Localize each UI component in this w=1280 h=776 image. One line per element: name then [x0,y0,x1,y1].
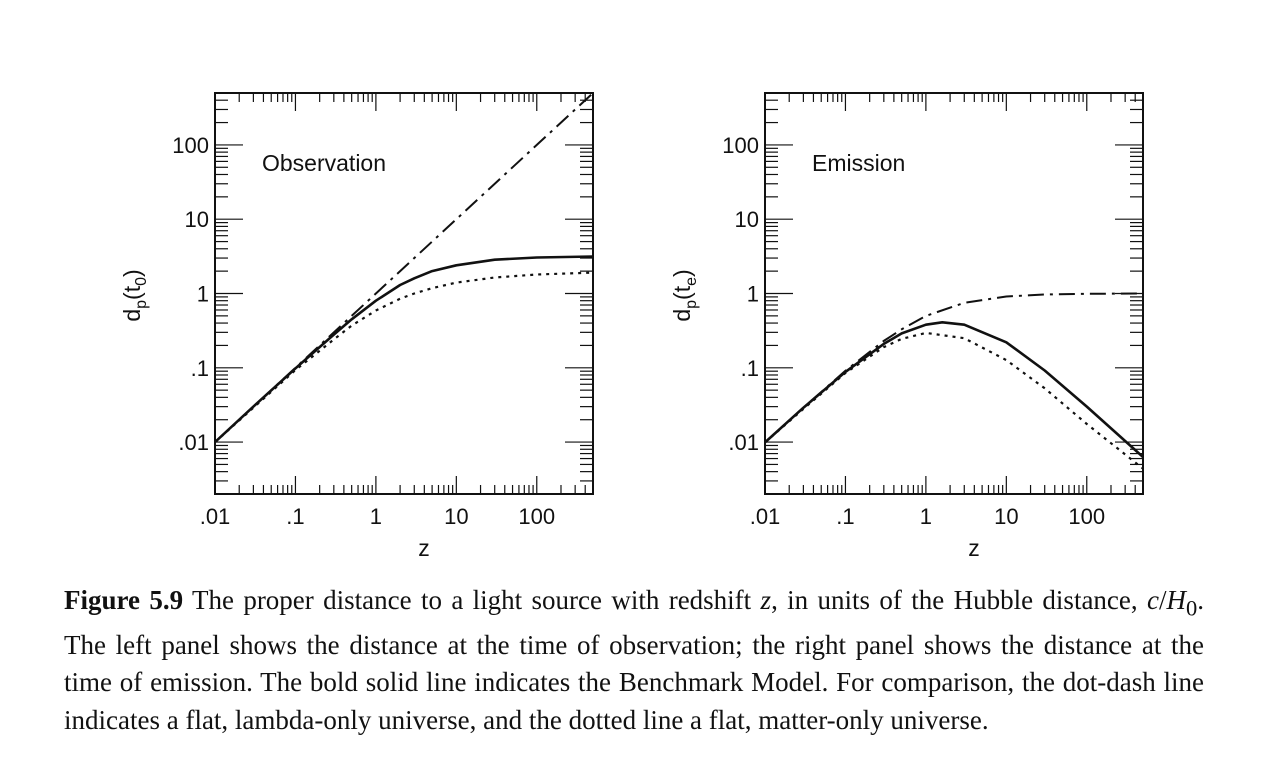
x-tick-label: .01 [200,504,231,529]
y-tick-label: 1 [747,282,759,307]
y-tick-label: 10 [735,207,759,232]
curves [215,93,593,444]
y-axis-label: dp(te) [669,269,700,321]
x-axis-label: z [418,535,430,560]
caption-var-c: c [1147,585,1159,615]
caption-slash: / [1159,585,1167,615]
x-tick-label: 100 [1068,504,1105,529]
y-tick-label: .1 [741,356,759,381]
x-tick-label: 1 [370,504,382,529]
y-tick-label: 100 [172,133,209,158]
figure-plots: .01 .1 1 10 100 .01 .1 1 10 100 z dp(t0) Observation… [119,92,1144,560]
tick-marks [214,92,594,495]
series-line-dotted [215,271,593,443]
y-tick-label: 10 [185,207,209,232]
y-axis-label: dp(t0) [119,269,150,321]
y-tick-label: .01 [178,430,209,455]
x-tick-label: 1 [920,504,932,529]
y-tick-label: .1 [191,356,209,381]
panel-label: Observation [262,150,386,176]
x-tick-label: 10 [444,504,468,529]
caption-var-h-sub: 0 [1186,595,1198,621]
series-line-dotted [765,331,1143,470]
curves [765,292,1143,470]
figure-caption: Figure 5.9 The proper distance to a ligh… [64,582,1204,739]
x-tick-label: .1 [286,504,304,529]
x-tick-label: .1 [836,504,854,529]
plot-panel-emission: .01 .1 1 10 100 .01 .1 1 10 100 z dp(te) Emission [669,92,1144,560]
figure-label: Figure 5.9 [64,585,184,615]
caption-var-z: z [760,585,772,615]
y-tick-label: 1 [197,282,209,307]
tick-marks [764,92,1144,495]
x-tick-label: 100 [518,504,555,529]
series-line-solid [215,255,593,444]
caption-text-3: . The left panel shows the distance at t… [64,585,1205,735]
y-tick-label: 100 [722,133,759,158]
panel-label: Emission [812,150,905,176]
series-line-dash-dot [215,93,593,443]
x-axis-label: z [968,535,980,560]
series-line-dash-dot [765,292,1143,444]
caption-text-2: , in units of the Hubble distance, [771,585,1148,615]
caption-text-1: The proper distance to a light source wi… [183,585,761,615]
x-tick-label: .01 [750,504,781,529]
caption-var-h: H [1166,585,1187,615]
plot-panel-observation: .01 .1 1 10 100 .01 .1 1 10 100 z dp(t0) Observation [119,92,594,560]
series-line-solid [765,320,1143,458]
x-tick-label: 10 [994,504,1018,529]
y-tick-label: .01 [728,430,759,455]
